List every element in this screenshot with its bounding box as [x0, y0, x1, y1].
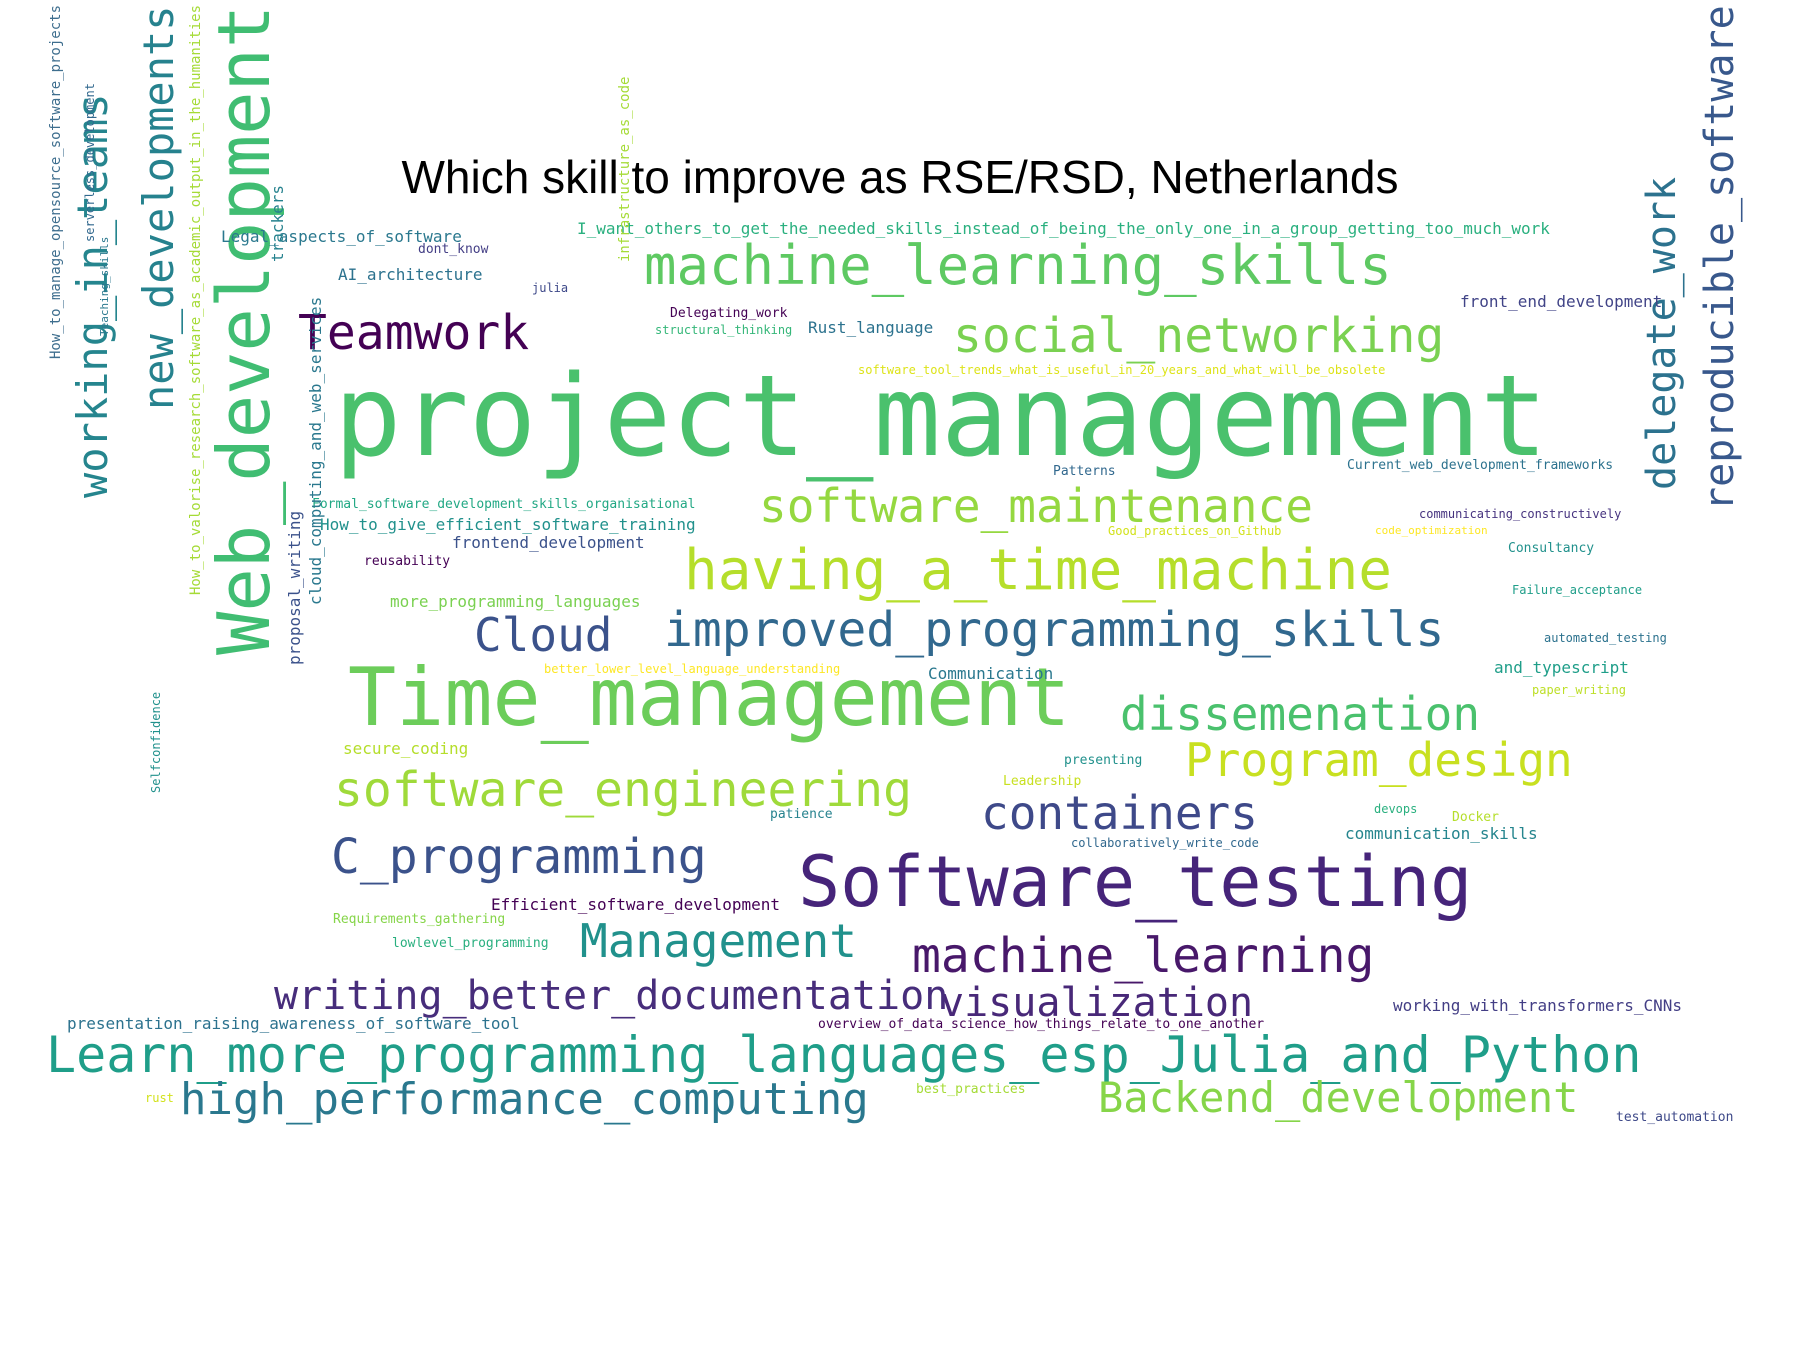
cloud-word: Learn_more_programming_languages_esp_Jul…: [46, 1026, 1642, 1084]
cloud-word: Program_design: [1185, 733, 1573, 787]
cloud-word: Time_management: [348, 651, 1071, 744]
cloud-word: Cloud: [474, 608, 613, 662]
cloud-word: Rust_language: [808, 318, 934, 337]
cloud-word: How_to_give_efficient_software_training: [320, 515, 696, 534]
cloud-word: having_a_time_machine: [684, 538, 1393, 603]
cloud-word: code_optimization: [1375, 524, 1488, 537]
cloud-word: social_networking: [953, 308, 1445, 364]
cloud-word: Software_testing: [798, 841, 1473, 923]
cloud-word: containers: [981, 786, 1258, 840]
cloud-word: software_maintenance: [759, 479, 1313, 533]
cloud-word: machine_learning_skills: [644, 234, 1392, 297]
cloud-word: working_with_transformers_CNNs: [1393, 996, 1682, 1015]
cloud-word: rust: [145, 1091, 174, 1105]
cloud-word: presentation_raising_awareness_of_softwa…: [67, 1014, 520, 1033]
cloud-word: communication_skills: [1345, 824, 1538, 843]
cloud-word: cloud_computing_and_web_services: [306, 296, 325, 605]
cloud-word: Requirements_gathering: [333, 912, 506, 927]
cloud-word: more_programming_languages: [390, 592, 641, 611]
cloud-word: best_practices: [916, 1082, 1026, 1097]
cloud-word: Web_development: [202, 5, 286, 656]
cloud-word: Leadership: [1003, 774, 1082, 789]
cloud-word: test_automation: [1616, 1110, 1734, 1125]
cloud-word: trackers: [268, 184, 287, 262]
cloud-word: delegate_work: [1639, 176, 1685, 490]
cloud-word: proposal_writing: [285, 510, 304, 665]
figure-title: Which skill to improve as RSE/RSD, Nethe…: [401, 151, 1399, 203]
cloud-word: C_programming: [331, 829, 707, 885]
cloud-word: Delegating_work: [670, 306, 788, 321]
cloud-word: patience: [770, 807, 833, 822]
cloud-word: serverless_development: [83, 83, 97, 242]
cloud-word: infrastructure_as_code: [617, 76, 633, 262]
cloud-word: software_engineering: [334, 762, 912, 818]
cloud-word: overview_of_data_science_how_things_rela…: [818, 1017, 1265, 1032]
cloud-word: paper_writing: [1532, 683, 1626, 697]
cloud-word: Formal_software_development_skills_organ…: [312, 497, 696, 512]
cloud-word: Backend_development: [1098, 1073, 1579, 1122]
cloud-word: julia: [532, 281, 569, 295]
cloud-word: visualization: [940, 980, 1254, 1026]
cloud-word: structural_thinking: [655, 323, 793, 337]
cloud-word: collaboratively_write_code: [1071, 836, 1259, 850]
cloud-word: reusability: [364, 554, 451, 569]
cloud-word: dissemenation: [1120, 687, 1481, 741]
cloud-word: Teaching_skills: [98, 236, 111, 336]
cloud-word: devops: [1374, 802, 1418, 816]
cloud-word: communicating_constructively: [1419, 507, 1622, 521]
cloud-word: frontend_development: [452, 533, 645, 552]
cloud-word: improved_programming_skills: [664, 602, 1445, 658]
cloud-word: automated_testing: [1544, 631, 1667, 645]
cloud-word: machine_learning: [912, 928, 1375, 984]
cloud-word: Good_practices_on_Github: [1108, 524, 1282, 538]
cloud-word: high_performance_computing: [180, 1074, 869, 1125]
cloud-word: Patterns: [1053, 464, 1116, 479]
cloud-word: AI_architecture: [338, 265, 483, 284]
cloud-word: software_tool_trends_what_is_useful_in_2…: [858, 363, 1386, 377]
cloud-word: Teamwork: [298, 305, 530, 361]
cloud-word: front_end_development: [1460, 292, 1663, 311]
cloud-word: Communication: [928, 664, 1054, 683]
cloud-word: Docker: [1452, 810, 1499, 825]
cloud-word: dont_know: [418, 242, 489, 257]
cloud-word: reproducible_software: [1697, 5, 1743, 511]
cloud-word: How_to_manage_opensource_software_projec…: [48, 5, 64, 360]
cloud-word: writing_better_documentation: [274, 973, 949, 1019]
cloud-word: better_lower_level_language_understandin…: [544, 662, 841, 676]
cloud-word: Management: [580, 914, 857, 968]
cloud-word: I_want_others_to_get_the_needed_skills_i…: [577, 219, 1550, 238]
cloud-word: Legal_aspects_of_software: [221, 227, 462, 246]
cloud-word: lowlevel_programming: [392, 936, 549, 951]
cloud-word: Efficient_software_development: [491, 895, 780, 914]
cloud-word: presenting: [1064, 753, 1143, 768]
cloud-word: and_typescript: [1494, 658, 1629, 677]
cloud-word: new_developments: [134, 5, 183, 410]
cloud-word: Current_web_development_frameworks: [1347, 458, 1614, 473]
cloud-word: Selfconfidence: [149, 691, 163, 793]
cloud-word: Consultancy: [1508, 541, 1595, 556]
cloud-word: project_management: [334, 352, 1548, 482]
cloud-word: secure_coding: [343, 739, 469, 758]
cloud-word: How_to_valorise_research_software_as_aca…: [188, 5, 204, 596]
cloud-word: Failure_acceptance: [1512, 583, 1643, 597]
